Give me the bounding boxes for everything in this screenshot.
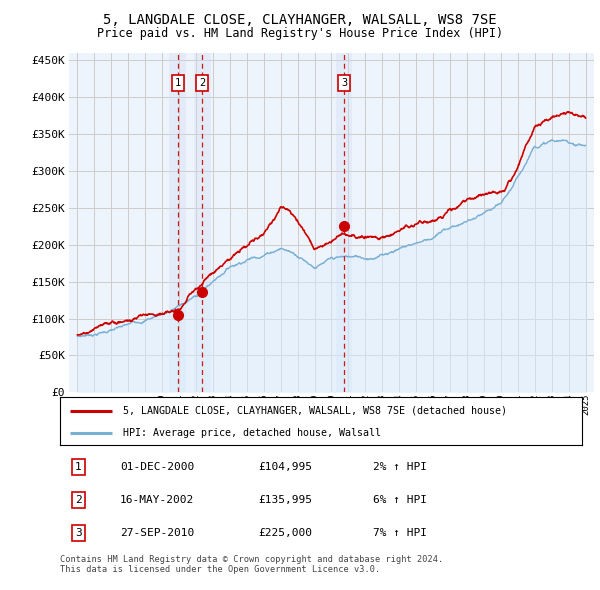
Text: 3: 3 bbox=[341, 78, 347, 87]
Text: £104,995: £104,995 bbox=[259, 462, 313, 472]
Text: Contains HM Land Registry data © Crown copyright and database right 2024.
This d: Contains HM Land Registry data © Crown c… bbox=[60, 555, 443, 574]
Text: £135,995: £135,995 bbox=[259, 495, 313, 505]
Text: 5, LANGDALE CLOSE, CLAYHANGER, WALSALL, WS8 7SE (detached house): 5, LANGDALE CLOSE, CLAYHANGER, WALSALL, … bbox=[122, 405, 506, 415]
Text: 2% ↑ HPI: 2% ↑ HPI bbox=[373, 462, 427, 472]
Text: HPI: Average price, detached house, Walsall: HPI: Average price, detached house, Wals… bbox=[122, 428, 380, 438]
Text: £225,000: £225,000 bbox=[259, 528, 313, 538]
Text: 1: 1 bbox=[75, 462, 82, 472]
Text: 2: 2 bbox=[199, 78, 205, 87]
Text: 5, LANGDALE CLOSE, CLAYHANGER, WALSALL, WS8 7SE: 5, LANGDALE CLOSE, CLAYHANGER, WALSALL, … bbox=[103, 13, 497, 27]
Text: 16-MAY-2002: 16-MAY-2002 bbox=[120, 495, 194, 505]
Text: 3: 3 bbox=[75, 528, 82, 538]
Bar bbox=[194, 53, 211, 392]
Text: 6% ↑ HPI: 6% ↑ HPI bbox=[373, 495, 427, 505]
Bar bbox=[335, 53, 352, 392]
Text: 1: 1 bbox=[175, 78, 181, 87]
Bar bbox=[169, 53, 186, 392]
Text: 27-SEP-2010: 27-SEP-2010 bbox=[120, 528, 194, 538]
Text: 01-DEC-2000: 01-DEC-2000 bbox=[120, 462, 194, 472]
Text: 7% ↑ HPI: 7% ↑ HPI bbox=[373, 528, 427, 538]
Text: Price paid vs. HM Land Registry's House Price Index (HPI): Price paid vs. HM Land Registry's House … bbox=[97, 27, 503, 40]
Text: 2: 2 bbox=[75, 495, 82, 505]
